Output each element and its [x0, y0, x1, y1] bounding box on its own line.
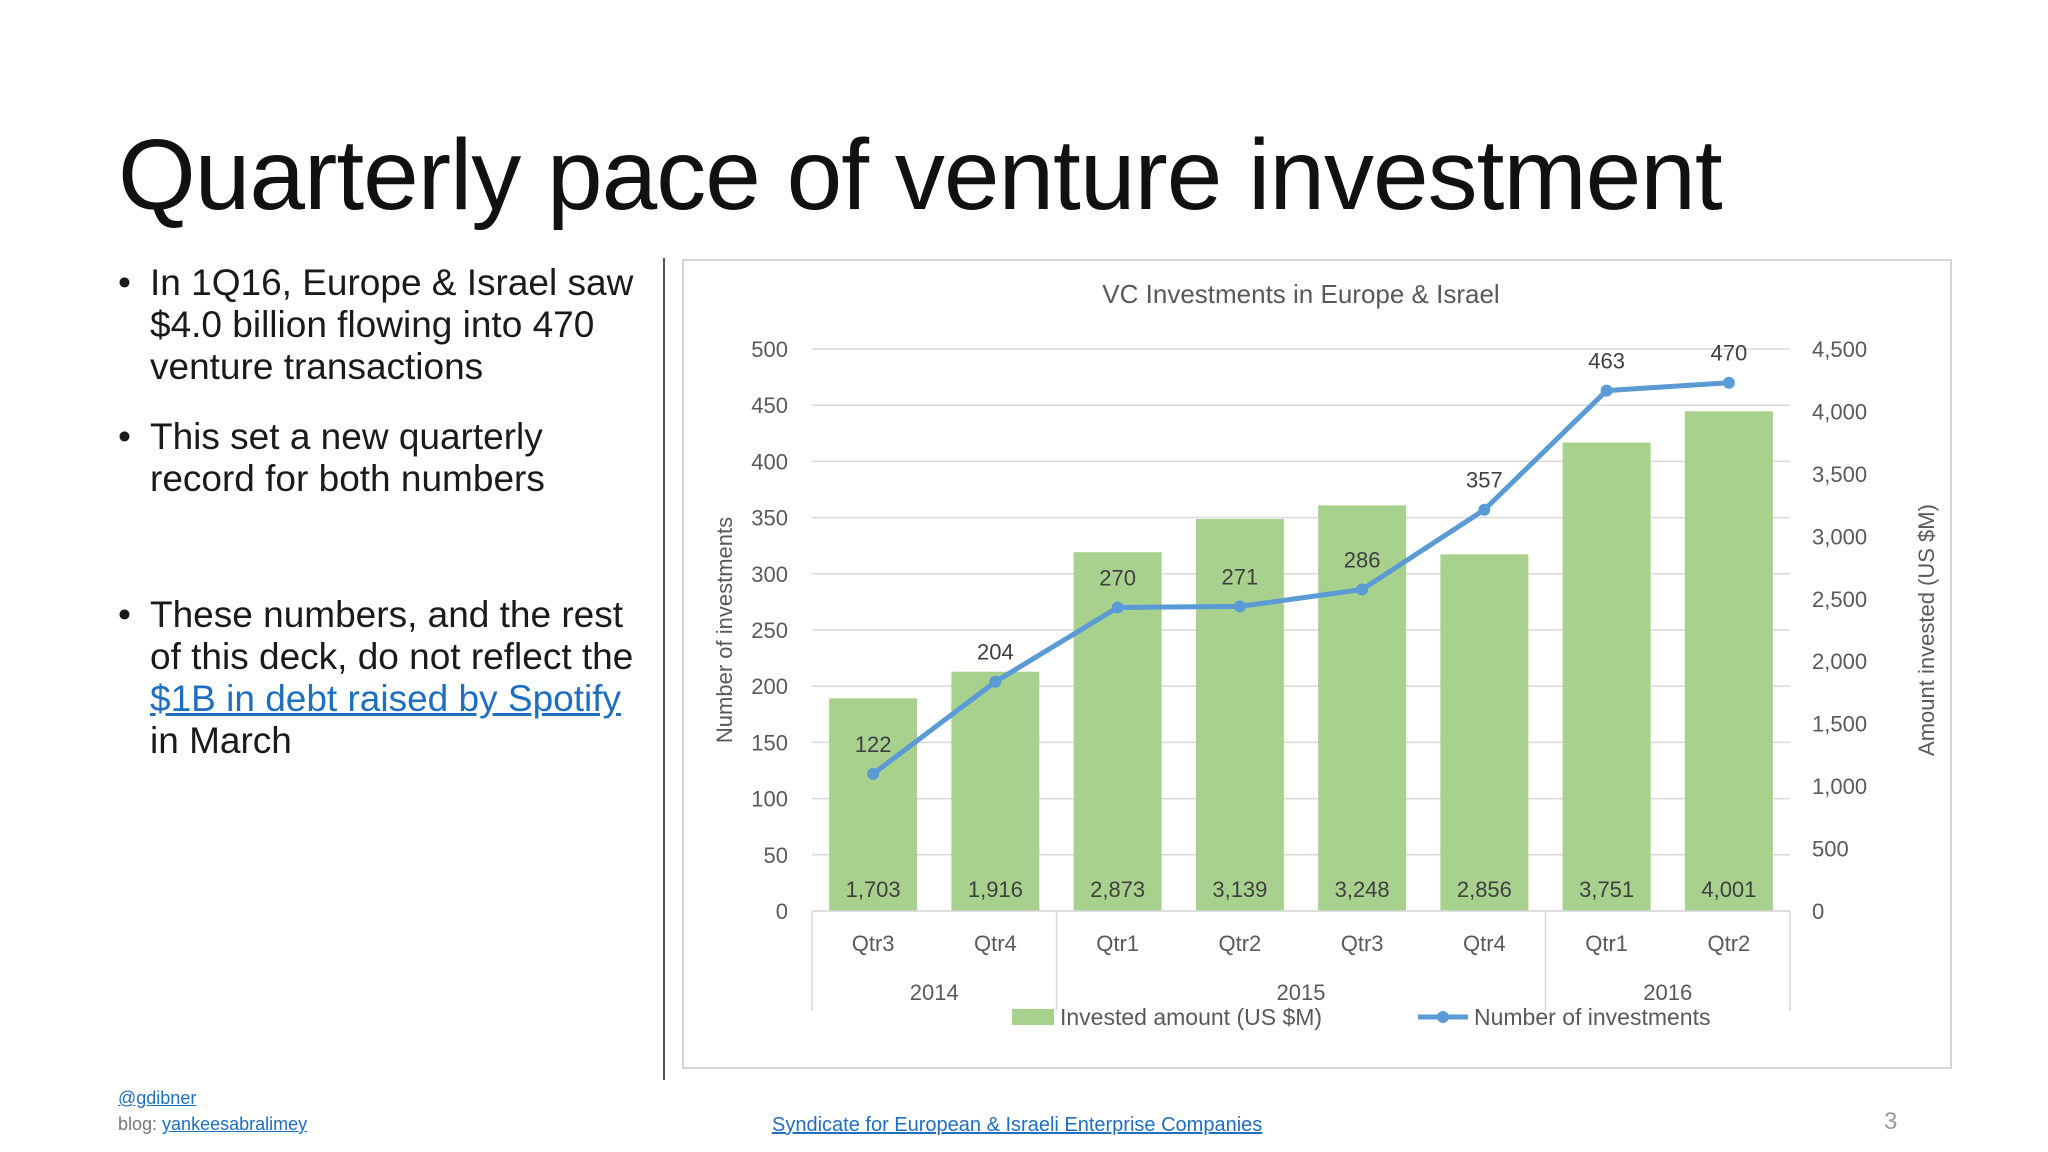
line-data-label: 122	[855, 732, 892, 757]
bar-data-label: 1,703	[846, 877, 901, 902]
bullet-marker: •	[118, 262, 131, 303]
legend-bar-swatch	[1012, 1009, 1054, 1025]
right-tick-label: 0	[1812, 899, 1824, 924]
bullet-text: This set a new quarterly record for both…	[150, 416, 545, 499]
right-axis-title: Amount invested (US $M)	[1914, 504, 1939, 756]
page-number: 3	[1884, 1108, 1898, 1135]
bullet-list: • In 1Q16, Europe & Israel saw $4.0 bill…	[118, 262, 648, 790]
line-point	[1111, 601, 1124, 614]
left-tick-label: 250	[751, 618, 788, 643]
bar-data-label: 2,856	[1457, 877, 1512, 902]
chart-title: VC Investments in Europe & Israel	[1102, 279, 1499, 309]
bar-invested-amount	[1440, 554, 1529, 911]
line-point	[1356, 583, 1369, 596]
legend-bar-label: Invested amount (US $M)	[1060, 1004, 1322, 1030]
bar-invested-amount	[1562, 442, 1651, 911]
spotify-debt-link[interactable]: $1B in debt raised by Spotify	[150, 678, 622, 719]
bar-invested-amount	[1684, 411, 1773, 911]
bar-data-label: 3,248	[1335, 877, 1390, 902]
bar-invested-amount	[1195, 518, 1284, 911]
line-point	[1600, 384, 1613, 397]
right-tick-label: 3,000	[1812, 524, 1867, 549]
line-point	[1722, 376, 1735, 389]
line-point	[989, 675, 1002, 688]
line-point	[1478, 503, 1491, 516]
line-data-label: 271	[1222, 564, 1259, 589]
line-data-label: 463	[1588, 349, 1625, 374]
bar-data-label: 4,001	[1701, 877, 1756, 902]
right-tick-label: 500	[1812, 837, 1849, 862]
line-data-label: 357	[1466, 468, 1503, 493]
line-data-label: 270	[1099, 566, 1136, 591]
left-tick-label: 400	[751, 449, 788, 474]
blog-label: blog:	[118, 1114, 163, 1134]
left-tick-label: 100	[751, 787, 788, 812]
left-tick-label: 350	[751, 506, 788, 531]
chart-container: VC Investments in Europe & Israel 0 50 100 1…	[682, 259, 1952, 1069]
bullet-item: • This set a new quarterly record for bo…	[118, 416, 648, 500]
vertical-divider	[663, 258, 665, 1080]
category-label: Qtr4	[974, 931, 1017, 956]
right-tick-label: 2,500	[1812, 587, 1867, 612]
source-link[interactable]: Syndicate for European & Israeli Enterpr…	[772, 1114, 1263, 1136]
year-label: 2014	[910, 980, 959, 1005]
left-tick-label: 50	[764, 843, 788, 868]
blog-link[interactable]: yankeesabralimey	[162, 1114, 308, 1134]
vc-investments-chart: VC Investments in Europe & Israel 0 50 100 1…	[712, 279, 1939, 1030]
category-label: Qtr3	[1341, 931, 1384, 956]
left-tick-label: 300	[751, 562, 788, 587]
bar-data-label: 3,139	[1212, 877, 1267, 902]
line-point	[1233, 600, 1246, 613]
blog-credit: blog: yankeesabralimey	[118, 1114, 307, 1135]
right-tick-label: 3,500	[1812, 462, 1867, 487]
category-label: Qtr2	[1707, 931, 1750, 956]
right-tick-label: 4,000	[1812, 399, 1867, 424]
left-tick-label: 450	[751, 393, 788, 418]
right-tick-label: 1,000	[1812, 774, 1867, 799]
bullet-item: • In 1Q16, Europe & Israel saw $4.0 bill…	[118, 262, 648, 388]
bullet-item: • These numbers, and the rest of this de…	[118, 594, 648, 762]
category-label: Qtr2	[1218, 931, 1261, 956]
left-tick-label: 200	[751, 674, 788, 699]
category-label: Qtr3	[852, 931, 895, 956]
bullet-text-end: in March	[150, 720, 292, 761]
year-label: 2015	[1277, 980, 1326, 1005]
left-tick-label: 500	[751, 337, 788, 362]
bullet-text-start: These numbers, and the rest of this deck…	[150, 594, 634, 677]
bar-data-label: 2,873	[1090, 877, 1145, 902]
right-tick-label: 4,500	[1812, 337, 1867, 362]
right-tick-label: 1,500	[1812, 712, 1867, 737]
category-label: Qtr1	[1585, 931, 1628, 956]
twitter-handle-link[interactable]: @gdibner	[118, 1088, 197, 1108]
year-label: 2016	[1643, 980, 1692, 1005]
line-point	[867, 767, 880, 780]
line-data-label: 470	[1711, 341, 1748, 366]
line-data-label: 204	[977, 640, 1014, 665]
left-axis-title: Number of investments	[712, 517, 737, 743]
bullet-text: In 1Q16, Europe & Israel saw $4.0 billio…	[150, 262, 634, 387]
legend-line-marker	[1437, 1011, 1449, 1023]
left-tick-label: 150	[751, 730, 788, 755]
bar-invested-amount	[829, 698, 918, 911]
legend-line-label: Number of investments	[1474, 1004, 1710, 1030]
bullet-marker: •	[118, 594, 131, 635]
category-label: Qtr4	[1463, 931, 1506, 956]
bullet-marker: •	[118, 416, 131, 457]
right-tick-label: 2,000	[1812, 649, 1867, 674]
line-number-of-investments	[871, 380, 1730, 776]
bar-data-label: 1,916	[968, 877, 1023, 902]
slide-title: Quarterly pace of venture investment	[118, 119, 1723, 231]
line-data-label: 286	[1344, 548, 1381, 573]
left-tick-label: 0	[776, 899, 788, 924]
bar-data-label: 3,751	[1579, 877, 1634, 902]
bar-invested-amount	[951, 671, 1040, 911]
category-label: Qtr1	[1096, 931, 1139, 956]
